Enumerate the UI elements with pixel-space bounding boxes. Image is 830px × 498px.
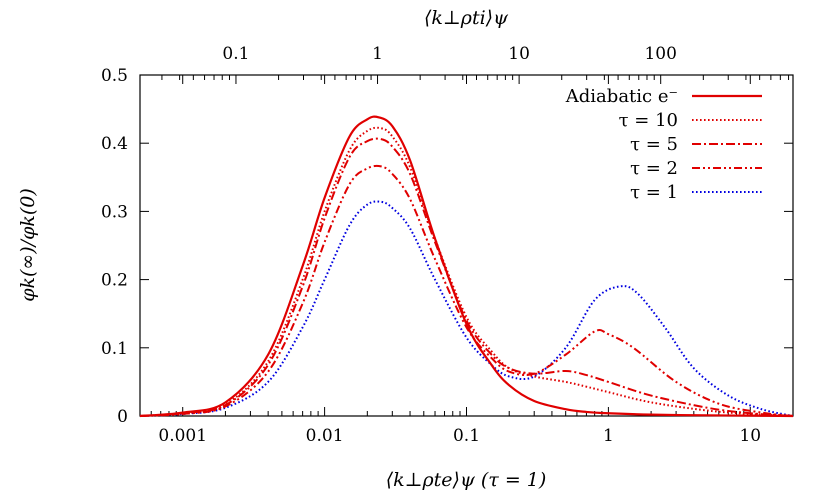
series-line-0 (139, 115, 794, 418)
legend-label: τ = 10 (619, 110, 678, 131)
axis-ticks: 0.001 0.01 0.1 1 10 0.1 1 10 100 0 0.1 0.2 0.3 0.4 0.5 (101, 44, 794, 446)
legend-label: τ = 2 (630, 158, 678, 179)
data-series (139, 115, 794, 418)
x2-tick-label: 10 (508, 44, 530, 64)
x-tick-label: 10 (739, 426, 761, 446)
x-axis-title: ⟨k⊥ρte⟩ψ (τ = 1) (386, 469, 547, 491)
y-tick-label: 0.3 (101, 202, 128, 222)
x2-tick-label: 1 (372, 44, 383, 64)
y-tick-label: 0.1 (101, 339, 128, 359)
x-tick-label: 0.01 (306, 426, 344, 446)
x2-tick-label: 0.1 (222, 44, 249, 64)
x-tick-label: 0.001 (158, 426, 207, 446)
legend-label: τ = 1 (630, 182, 678, 203)
x2-tick-label: 100 (644, 44, 676, 64)
plot-frame (139, 74, 794, 417)
series-line-2 (139, 137, 794, 417)
y-tick-label: 0.2 (101, 271, 128, 291)
series-line-4 (139, 200, 794, 417)
y-tick-label: 0 (117, 407, 128, 427)
y-axis-title: φk(∞)/φk(0) (17, 188, 39, 302)
legend-label: τ = 5 (630, 134, 678, 155)
x-tick-label: 1 (603, 426, 614, 446)
x-tick-label: 0.1 (453, 426, 480, 446)
y-tick-label: 0.5 (101, 66, 128, 86)
legend: Adiabatic e⁻ τ = 10 τ = 5 τ = 2 τ = 1 (565, 86, 762, 203)
legend-label: Adiabatic e⁻ (565, 86, 678, 107)
x2-axis-title: ⟨k⊥ρti⟩ψ (424, 7, 509, 29)
series-line-3 (139, 164, 794, 417)
y-tick-label: 0.4 (101, 134, 128, 154)
series-line-1 (139, 126, 794, 417)
